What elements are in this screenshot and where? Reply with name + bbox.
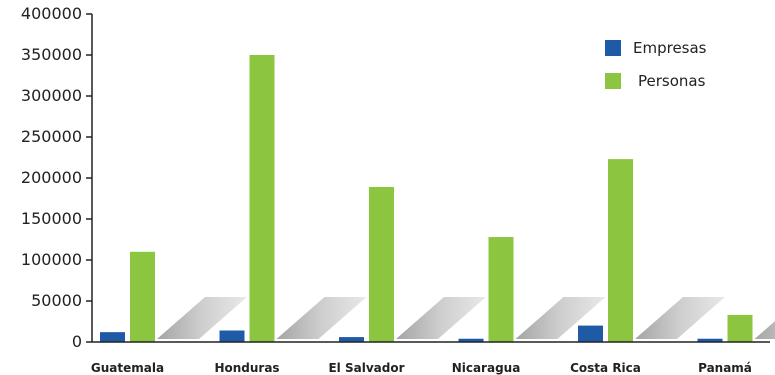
- y-tick-label: 50000: [31, 291, 82, 310]
- bar-shadows: [157, 297, 775, 339]
- x-tick-label: Honduras: [214, 361, 279, 375]
- bar-empresas-0: [100, 332, 125, 342]
- y-tick-label: 350000: [21, 45, 82, 64]
- bar-empresas-3: [458, 338, 484, 342]
- legend-swatch-personas: [605, 73, 621, 89]
- bar-shadow: [754, 321, 775, 339]
- y-tick-label: 150000: [21, 209, 82, 228]
- y-tick-label: 200000: [21, 168, 82, 187]
- bar-personas-5: [727, 314, 753, 342]
- legend-label: Empresas: [633, 39, 707, 57]
- bar-shadow: [157, 297, 247, 339]
- bar-personas-0: [130, 251, 155, 342]
- bar-empresas-2: [339, 337, 364, 342]
- y-tick-label: 250000: [21, 127, 82, 146]
- x-tick-label: Costa Rica: [570, 361, 641, 375]
- legend-swatch-empresas: [605, 40, 621, 56]
- y-tick-label: 0: [72, 332, 82, 351]
- y-tick-label: 300000: [21, 86, 82, 105]
- bars-group: [100, 55, 753, 342]
- bar-shadow: [635, 297, 725, 339]
- bar-shadow: [515, 297, 606, 339]
- x-tick-label: Panamá: [698, 361, 752, 375]
- bar-empresas-1: [219, 330, 245, 342]
- bar-shadow: [396, 297, 486, 339]
- bar-personas-1: [249, 55, 275, 342]
- y-tick-label: 400000: [21, 4, 82, 23]
- x-tick-label: El Salvador: [328, 361, 404, 375]
- y-tick-label: 100000: [21, 250, 82, 269]
- legend: Empresas Personas: [605, 39, 707, 90]
- x-tick-label: Nicaragua: [452, 361, 521, 375]
- bar-personas-2: [369, 187, 394, 342]
- bar-personas-4: [608, 159, 633, 342]
- legend-label: Personas: [638, 72, 706, 90]
- x-axis-labels: Guatemala Honduras El Salvador Nicaragua Cos…: [91, 361, 752, 375]
- bar-empresas-4: [578, 325, 603, 342]
- bar-empresas-5: [697, 338, 723, 342]
- y-axis: 0 50000 100000 150000 200000 250000 300000 3500…: [21, 4, 770, 351]
- bar-personas-3: [488, 237, 514, 342]
- x-tick-label: Guatemala: [91, 361, 164, 375]
- bar-shadow: [276, 297, 367, 339]
